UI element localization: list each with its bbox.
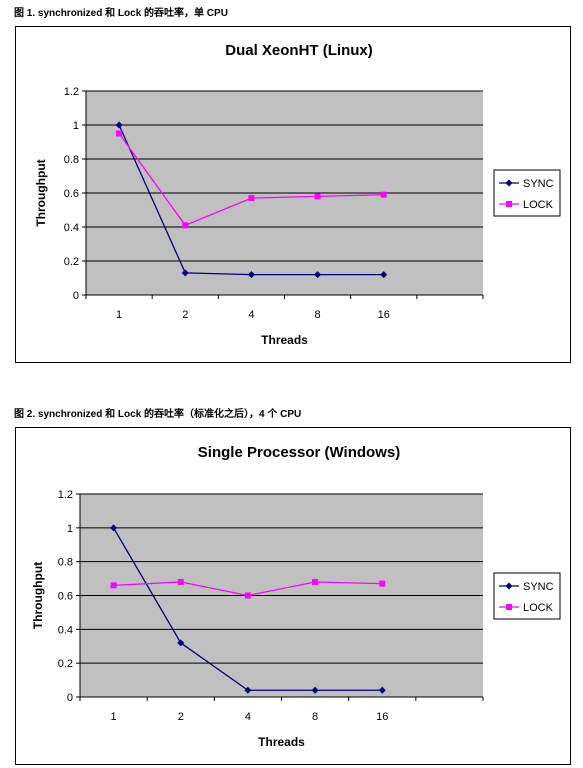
figure-1-caption: 图 1. synchronized 和 Lock 的吞吐率，单 CPU: [14, 8, 228, 19]
data-point-sync: [314, 271, 322, 279]
x-axis-label: Threads: [258, 735, 305, 749]
legend-label-sync: SYNC: [523, 581, 554, 593]
y-tick-label: 0: [67, 692, 73, 704]
y-tick-label: 1.2: [64, 86, 79, 98]
chart-1-frame: Dual XeonHT (Linux) 0 0.2 0.4 0.6 0.8 1 1.2 1 2 4 8…: [15, 26, 571, 363]
legend-marker-lock: [506, 604, 512, 610]
chart-1: Dual XeonHT (Linux) 0 0.2 0.4 0.6 0.8 1 1.2 1 2 4 8…: [34, 42, 561, 347]
chart-title: Dual XeonHT (Linux): [225, 42, 373, 59]
y-tick-label: 0.2: [58, 658, 73, 670]
legend-marker-sync: [505, 179, 513, 187]
chart-2: Single Processor (Windows) 0 0.2 0.4 0.6 0.8 1…: [31, 444, 561, 749]
x-tick-label: 4: [248, 309, 254, 321]
data-point-lock: [314, 193, 321, 200]
x-tick-label: 2: [182, 309, 188, 321]
data-point-sync: [378, 686, 386, 694]
x-tick-label: 16: [378, 309, 390, 321]
legend-label-sync: SYNC: [523, 178, 554, 190]
y-tick-label: 0.2: [64, 256, 79, 268]
y-tick-label: 0.8: [64, 154, 79, 166]
figure-2-caption: 图 2. synchronized 和 Lock 的吞吐率（标准化之后），4 个…: [14, 409, 302, 420]
data-point-lock: [177, 578, 184, 585]
data-point-lock: [248, 195, 255, 202]
x-tick-label: 1: [111, 711, 117, 723]
data-point-sync: [110, 524, 118, 532]
data-point-lock: [244, 592, 251, 599]
legend-box: [493, 572, 561, 620]
x-tick-label: 2: [178, 711, 184, 723]
y-tick-label: 0.4: [58, 624, 73, 636]
x-axis-label: Threads: [261, 333, 308, 347]
data-point-lock: [116, 130, 123, 137]
legend-box: [493, 169, 561, 217]
x-tick-label: 4: [245, 711, 251, 723]
legend-label-lock: LOCK: [523, 199, 554, 211]
y-tick-label: 0.8: [58, 557, 73, 569]
data-point-lock: [379, 580, 386, 587]
data-point-lock: [110, 582, 117, 589]
x-tick-label: 8: [315, 309, 321, 321]
data-point-sync: [181, 269, 189, 277]
data-point-sync: [311, 686, 319, 694]
y-tick-label: 1: [67, 523, 73, 535]
y-axis-label: Throughput: [31, 562, 45, 629]
x-tick-label: 16: [376, 711, 388, 723]
y-tick-label: 1: [73, 120, 79, 132]
y-axis-label: Throughput: [34, 159, 48, 226]
data-point-lock: [380, 191, 387, 198]
y-tick-label: 0.6: [58, 591, 73, 603]
y-tick-label: 0.4: [64, 222, 79, 234]
legend-label-lock: LOCK: [523, 602, 554, 614]
y-tick-label: 0.6: [64, 188, 79, 200]
data-point-sync: [177, 639, 185, 647]
data-point-sync: [244, 686, 252, 694]
data-point-sync: [115, 121, 123, 129]
legend-marker-lock: [506, 201, 512, 207]
y-tick-label: 1.2: [58, 489, 73, 501]
data-point-sync: [247, 271, 255, 279]
data-point-lock: [312, 578, 319, 585]
x-tick-label: 1: [116, 309, 122, 321]
data-point-sync: [380, 271, 388, 279]
chart-2-frame: Single Processor (Windows) 0 0.2 0.4 0.6 0.8 1…: [15, 427, 571, 765]
x-tick-label: 8: [312, 711, 318, 723]
y-tick-label: 0: [73, 290, 79, 302]
data-point-lock: [182, 222, 189, 229]
chart-title: Single Processor (Windows): [198, 444, 400, 461]
legend-marker-sync: [505, 582, 513, 590]
